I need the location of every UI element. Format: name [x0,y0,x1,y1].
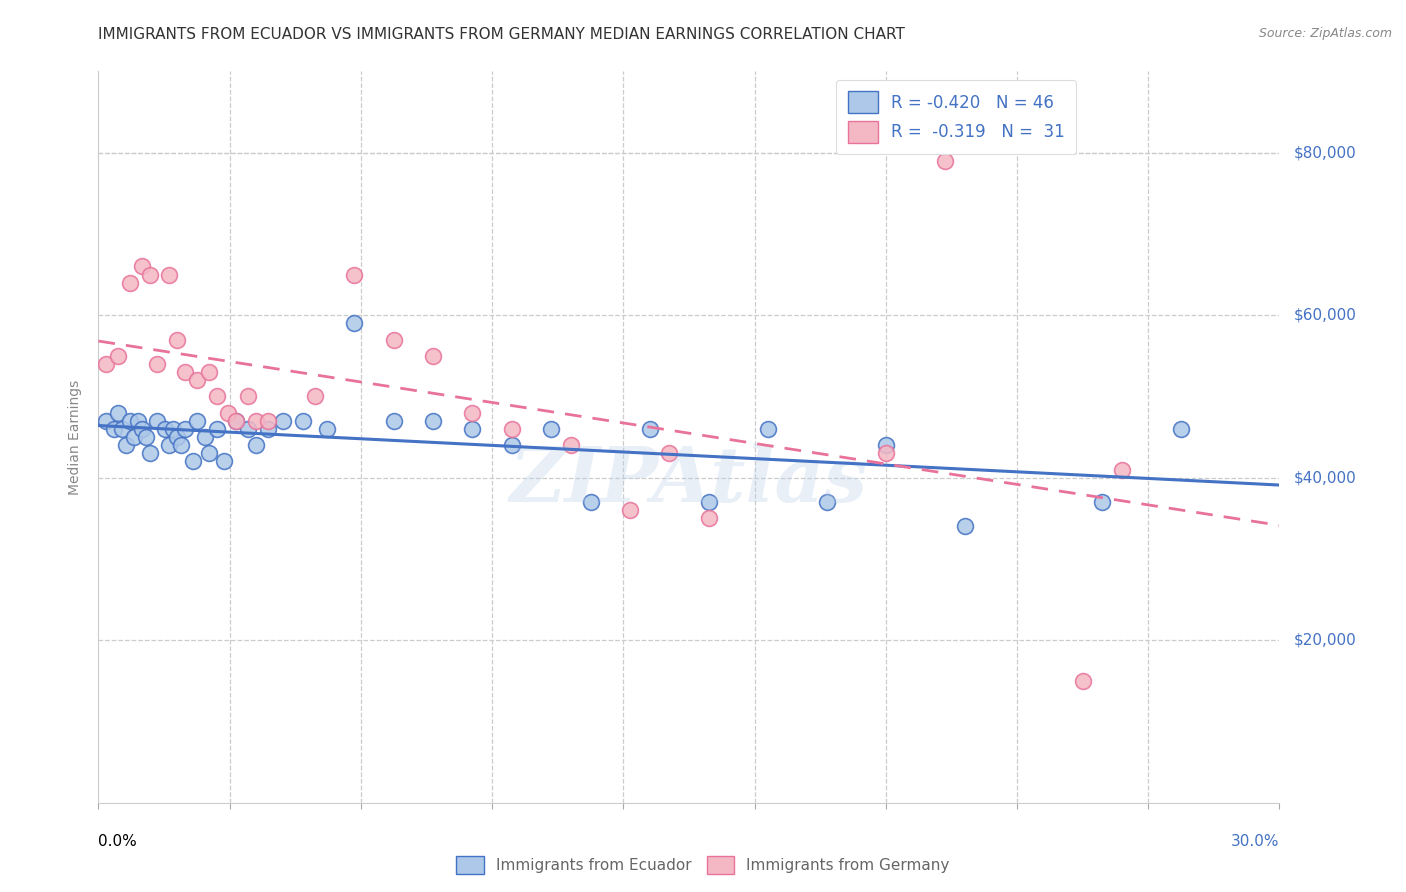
Point [697,511,720,525]
Point [194,430,217,444]
Text: $80,000: $80,000 [1294,145,1357,161]
Point [236,422,259,436]
Point [245,414,267,428]
Point [540,422,562,436]
Point [343,268,366,282]
Text: 30.0%: 30.0% [1232,834,1279,849]
Point [131,422,153,436]
Point [225,414,247,428]
Point [174,365,197,379]
Point [157,268,180,282]
Point [422,349,444,363]
Point [135,430,157,444]
Point [166,430,188,444]
Point [162,422,184,436]
Point [1071,673,1094,688]
Point [131,260,153,274]
Point [174,422,197,436]
Point [638,422,661,436]
Point [103,422,125,436]
Point [1170,422,1192,436]
Point [343,316,366,330]
Point [186,414,208,428]
Point [619,503,641,517]
Point [146,414,169,428]
Point [138,268,160,282]
Point [422,414,444,428]
Point [245,438,267,452]
Text: 0.0%: 0.0% [98,834,138,849]
Point [1091,495,1114,509]
Point [697,495,720,509]
Point [155,422,177,436]
Point [225,414,247,428]
Point [96,357,118,371]
Point [315,422,337,436]
Point [875,438,897,452]
Point [236,389,259,403]
Point [107,406,129,420]
Point [1111,462,1133,476]
Point [205,422,228,436]
Y-axis label: Median Earnings: Median Earnings [69,379,83,495]
Point [170,438,193,452]
Text: Source: ZipAtlas.com: Source: ZipAtlas.com [1258,27,1392,40]
Text: IMMIGRANTS FROM ECUADOR VS IMMIGRANTS FROM GERMANY MEDIAN EARNINGS CORRELATION C: IMMIGRANTS FROM ECUADOR VS IMMIGRANTS FR… [98,27,905,42]
Point [934,153,956,168]
Point [181,454,204,468]
Point [197,365,219,379]
Legend: Immigrants from Ecuador, Immigrants from Germany: Immigrants from Ecuador, Immigrants from… [450,850,956,880]
Point [382,333,405,347]
Point [217,406,239,420]
Text: $20,000: $20,000 [1294,632,1357,648]
Point [256,422,278,436]
Point [256,414,278,428]
Point [186,373,208,387]
Point [461,422,484,436]
Point [205,389,228,403]
Text: $40,000: $40,000 [1294,470,1357,485]
Point [382,414,405,428]
Point [292,414,315,428]
Point [107,349,129,363]
Legend: R = -0.420   N = 46, R =  -0.319   N =  31: R = -0.420 N = 46, R = -0.319 N = 31 [835,79,1076,154]
Text: $60,000: $60,000 [1294,308,1357,323]
Point [115,438,138,452]
Point [214,454,236,468]
Point [111,422,134,436]
Point [197,446,219,460]
Point [304,389,326,403]
Point [273,414,295,428]
Text: ZIPAtlas: ZIPAtlas [510,444,868,518]
Point [166,333,188,347]
Point [96,414,118,428]
Point [560,438,582,452]
Point [146,357,169,371]
Point [815,495,838,509]
Point [138,446,160,460]
Point [157,438,180,452]
Point [953,519,976,533]
Point [875,446,897,460]
Point [461,406,484,420]
Point [579,495,602,509]
Point [756,422,779,436]
Point [658,446,681,460]
Point [118,414,141,428]
Point [501,422,523,436]
Point [127,414,149,428]
Point [122,430,145,444]
Point [501,438,523,452]
Point [118,276,141,290]
